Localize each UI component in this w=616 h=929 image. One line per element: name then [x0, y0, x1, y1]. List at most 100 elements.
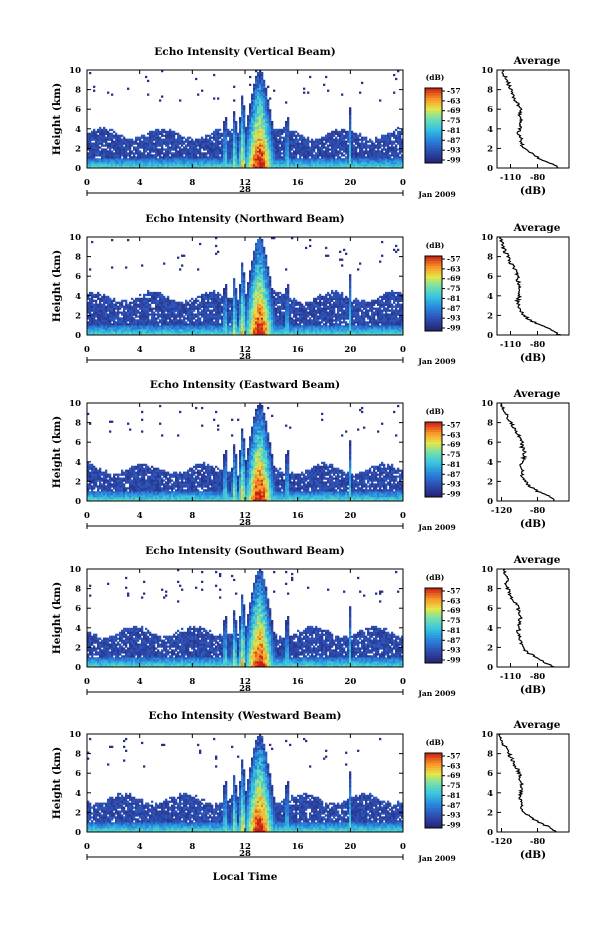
heatmap-cell	[357, 144, 360, 147]
heatmap-cell	[239, 122, 242, 126]
heatmap-cell	[191, 142, 194, 145]
heatmap-cell	[237, 158, 240, 161]
heatmap-cell	[111, 313, 114, 316]
heatmap-cell	[175, 329, 178, 332]
heatmap-cell	[129, 154, 132, 157]
heatmap-cell	[225, 323, 228, 326]
heatmap-cell	[157, 128, 160, 132]
heatmap-cell	[243, 164, 246, 167]
heatmap-cell	[283, 150, 286, 153]
heatmap-cell	[335, 144, 338, 147]
heatmap-cell	[281, 162, 284, 165]
heatmap-cell	[271, 144, 274, 147]
heatmap-cell	[87, 333, 90, 336]
heatmap-cell	[243, 136, 246, 139]
heatmap-cell	[373, 160, 376, 163]
heatmap-cell	[339, 132, 342, 135]
heatmap-cell	[97, 327, 100, 330]
heatmap-cell	[171, 311, 174, 314]
heatmap-cell	[353, 140, 356, 143]
heatmap-cell	[143, 319, 146, 322]
heatmap-cell	[169, 150, 172, 153]
heatmap-cell	[349, 124, 352, 128]
heatmap-cell	[113, 152, 116, 155]
heatmap-cell	[251, 156, 254, 159]
heatmap-cell	[329, 140, 332, 143]
heatmap-cell	[285, 142, 288, 145]
heatmap-cell	[171, 301, 174, 304]
heatmap-cell	[93, 321, 96, 324]
heatmap-cell	[383, 136, 386, 139]
heatmap-cell	[257, 79, 260, 83]
heatmap-cell	[401, 138, 404, 141]
heatmap-cell	[187, 327, 190, 330]
heatmap-cell	[229, 333, 232, 336]
heatmap-cell	[209, 295, 212, 299]
heatmap-cell	[241, 299, 244, 302]
heatmap-cell	[131, 140, 134, 143]
heatmap-cell	[327, 154, 330, 157]
heatmap-cell	[357, 156, 360, 159]
heatmap-cell	[247, 303, 250, 306]
heatmap-cell	[389, 148, 392, 151]
heatmap-cell	[263, 97, 266, 100]
heatmap-cell	[211, 152, 214, 155]
heatmap-cell	[269, 120, 272, 124]
heatmap-cell	[297, 132, 300, 135]
heatmap-cell	[139, 325, 142, 328]
heatmap-cell	[167, 333, 170, 336]
heatmap-cell	[89, 160, 92, 163]
heatmap-cell	[389, 138, 392, 141]
heatmap-cell	[243, 291, 246, 295]
heatmap-cell	[261, 140, 264, 143]
heatmap-cell	[203, 293, 206, 297]
heatmap-cell	[311, 142, 314, 145]
heatmap-cell	[317, 156, 320, 159]
heatmap-cell	[135, 299, 138, 302]
heatmap-cell	[105, 333, 108, 336]
heatmap-cell	[263, 130, 266, 134]
heatmap-cell	[113, 156, 116, 159]
heatmap-cell	[333, 142, 336, 145]
heatmap-cell	[161, 313, 164, 316]
heatmap-cell	[377, 146, 380, 149]
heatmap-cell	[115, 317, 118, 320]
heatmap-cell	[369, 160, 372, 163]
heatmap-cell	[105, 323, 108, 326]
heatmap-cell	[375, 140, 378, 143]
heatmap-cell	[143, 313, 146, 316]
heatmap-cell	[123, 315, 126, 318]
heatmap-cell	[377, 162, 380, 165]
heatmap-cell	[247, 142, 250, 145]
heatmap-cell	[161, 333, 164, 336]
heatmap-cell	[361, 160, 364, 163]
heatmap-cell	[201, 156, 204, 159]
heatmap-cell	[267, 109, 270, 112]
heatmap-cell	[303, 148, 306, 151]
heatmap-cell	[351, 136, 354, 139]
heatmap-cell	[191, 321, 194, 324]
heatmap-cell	[397, 156, 400, 159]
heatmap-cell	[111, 154, 114, 157]
heatmap-cell	[253, 130, 256, 134]
heatmap-cell	[269, 154, 272, 157]
heatmap-cell	[125, 299, 128, 302]
heatmap-cell	[309, 152, 312, 155]
heatmap-cell	[257, 313, 260, 316]
heatmap-cell	[115, 329, 118, 332]
heatmap-cell	[249, 286, 252, 289]
heatmap-cell	[359, 156, 362, 159]
heatmap-cell	[233, 124, 236, 128]
heatmap-cell	[359, 146, 362, 149]
heatmap-cell	[115, 136, 118, 139]
heatmap-cell	[89, 329, 92, 332]
heatmap-cell	[375, 164, 378, 167]
heatmap-cell	[335, 160, 338, 163]
heatmap-cell	[129, 148, 132, 151]
heatmap-cell	[91, 240, 94, 244]
heatmap-cell	[213, 317, 216, 320]
heatmap-cell	[227, 315, 230, 318]
heatmap-cell	[155, 309, 158, 312]
heatmap-cell	[257, 93, 260, 96]
heatmap-cell	[223, 303, 226, 306]
